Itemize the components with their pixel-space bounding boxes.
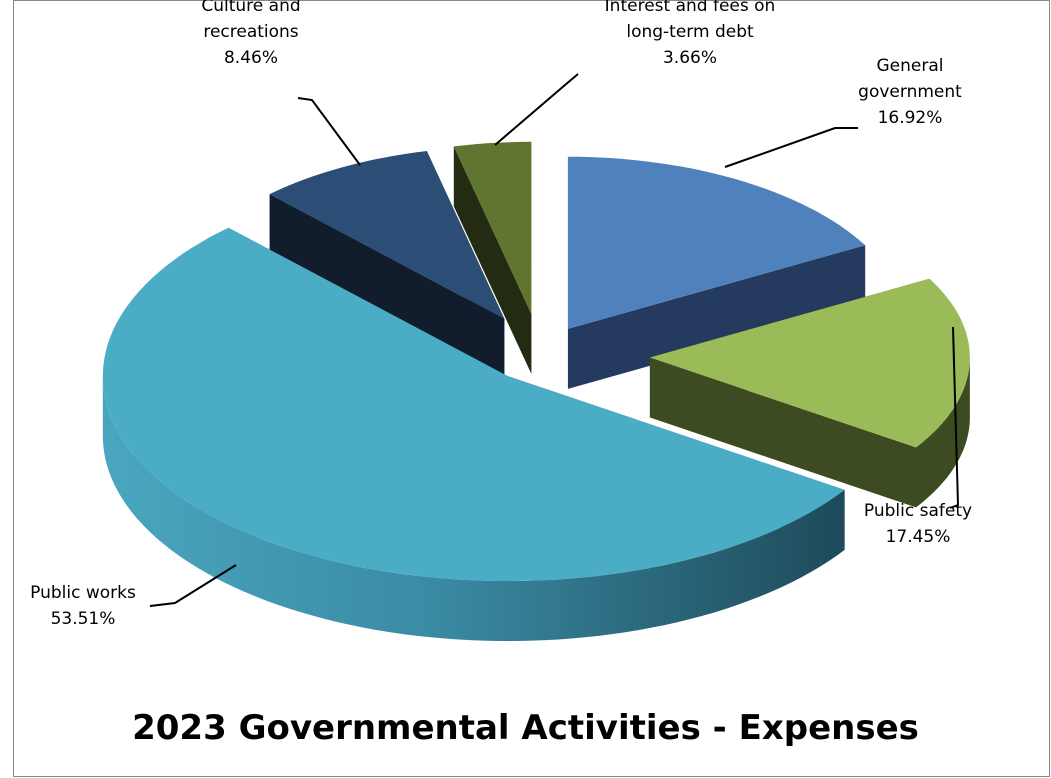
pie-slice	[649, 278, 970, 448]
pie-slice-wall	[567, 245, 866, 389]
slice-percent: 17.45%	[886, 527, 951, 547]
pie-slice	[567, 156, 866, 329]
slice-label-line: Public works	[30, 583, 136, 603]
pie-slice-wall	[269, 194, 505, 379]
slice-label-line: Culture and	[201, 0, 300, 16]
leader-line	[949, 326, 960, 509]
slice-data-label: Interest and fees on long-term debt 3.66%	[605, 0, 776, 68]
leader-line	[297, 97, 361, 166]
leader-line	[494, 73, 579, 146]
slice-percent: 3.66%	[663, 48, 717, 68]
pie-slice-wall	[453, 146, 532, 374]
pie-slice	[102, 227, 845, 581]
slice-data-label: Public safety 17.45%	[864, 501, 972, 547]
slice-data-label: General government 16.92%	[858, 56, 962, 128]
pie-chart: General government 16.92% Public safety 17.4…	[30, 0, 972, 641]
pie-slice	[453, 141, 532, 314]
slice-data-label: Public works 53.51%	[30, 583, 136, 629]
pie-slice-wall	[649, 357, 916, 508]
slice-label-line: recreations	[203, 22, 298, 42]
pie-slice-side	[102, 376, 845, 641]
slice-percent: 16.92%	[878, 108, 943, 128]
slice-percent: 53.51%	[51, 609, 116, 629]
pie-slice-side	[916, 357, 970, 508]
leader-line	[149, 564, 237, 607]
chart-title: 2023 Governmental Activities - Expenses	[132, 708, 919, 748]
slice-percent: 8.46%	[224, 48, 278, 68]
slice-label-line: General	[877, 56, 944, 76]
slice-label-line: Interest and fees on	[605, 0, 776, 16]
pie-slice	[269, 151, 505, 319]
slice-label-line: long-term debt	[626, 22, 754, 42]
slice-data-label: Culture and recreations 8.46%	[201, 0, 300, 68]
slice-label-line: government	[858, 82, 962, 102]
slice-label-line: Public safety	[864, 501, 972, 521]
leader-line	[724, 127, 858, 168]
